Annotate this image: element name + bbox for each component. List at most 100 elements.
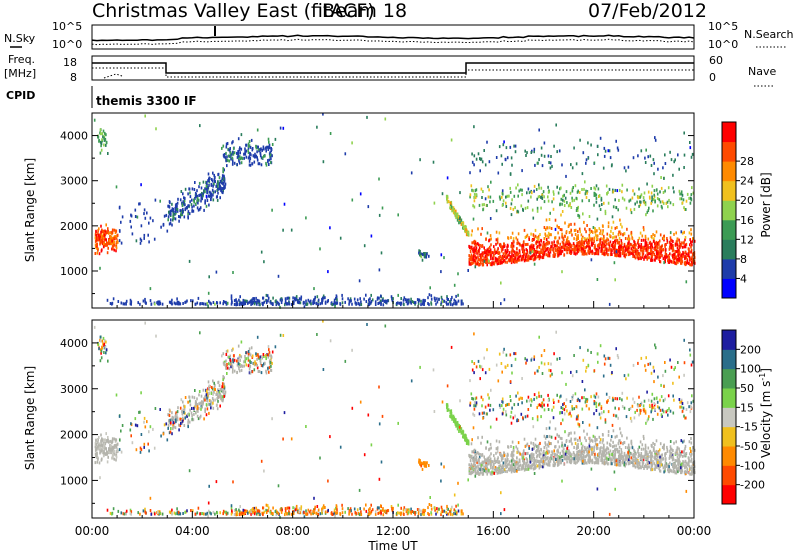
velocity-point — [107, 455, 109, 459]
velocity-point — [681, 465, 683, 468]
velocity-point — [243, 509, 246, 513]
power-point — [631, 244, 634, 248]
velocity-point — [102, 342, 104, 346]
power-point — [129, 302, 132, 306]
power-point — [652, 239, 655, 243]
velocity-point — [243, 364, 245, 368]
power-point — [477, 243, 480, 247]
power-point — [237, 150, 240, 154]
power-point — [526, 233, 529, 237]
velocity-point — [265, 371, 268, 375]
power-point — [656, 250, 658, 254]
power-point — [543, 246, 545, 250]
power-point — [106, 251, 109, 255]
velocity-point — [309, 509, 312, 513]
power-point — [282, 228, 284, 232]
velocity-point — [181, 412, 184, 416]
power-point — [266, 145, 268, 149]
velocity-point — [105, 351, 107, 355]
power-point — [403, 303, 405, 307]
power-point — [123, 302, 126, 306]
power-point — [225, 151, 227, 155]
power-point — [623, 232, 625, 236]
power-point — [514, 256, 517, 260]
power-point — [319, 247, 321, 251]
velocity-point — [196, 511, 199, 515]
velocity-point — [250, 512, 252, 516]
power-point — [510, 202, 513, 206]
power-point — [560, 250, 563, 254]
velocity-point — [131, 441, 134, 445]
velocity-point — [438, 507, 440, 511]
power-point — [492, 251, 494, 255]
velocity-point — [265, 357, 267, 361]
velocity-point — [594, 456, 597, 460]
power-point — [226, 301, 229, 305]
power-point — [102, 233, 104, 237]
power-point — [585, 161, 587, 165]
power-point — [472, 254, 475, 258]
power-point — [537, 195, 540, 199]
power-point — [483, 149, 485, 152]
power-point — [138, 202, 140, 206]
power-point — [374, 300, 377, 304]
power-point — [604, 240, 606, 244]
power-point — [100, 230, 102, 234]
velocity-point — [584, 448, 587, 452]
power-point — [344, 152, 347, 156]
power-point — [547, 199, 550, 203]
power-point — [240, 156, 243, 160]
power-point — [407, 301, 410, 305]
power-point — [557, 239, 559, 243]
power-point — [101, 248, 103, 252]
power-point — [488, 188, 490, 192]
power-point — [286, 296, 289, 300]
power-point — [672, 203, 675, 207]
power-point — [590, 238, 592, 242]
velocity-point — [176, 512, 179, 515]
power-point — [130, 213, 132, 217]
power-point — [563, 238, 565, 242]
power-point — [232, 140, 234, 144]
velocity-point — [110, 448, 112, 452]
velocity-point — [222, 385, 225, 389]
power-point — [521, 188, 523, 192]
power-point — [517, 232, 520, 236]
power-point — [115, 235, 117, 239]
velocity-point — [239, 511, 242, 515]
power-point — [638, 236, 641, 240]
velocity-point — [194, 512, 197, 516]
power-point — [617, 253, 619, 257]
nsearch-tick-top: 10^5 — [708, 20, 738, 33]
power-point — [691, 186, 693, 190]
power-point — [519, 258, 521, 262]
velocity-point — [170, 427, 172, 430]
velocity-point — [447, 408, 450, 412]
power-point — [588, 233, 591, 237]
velocity-point — [460, 431, 463, 435]
power-point — [626, 244, 628, 248]
power-point — [267, 296, 270, 300]
power-point — [201, 302, 204, 306]
velocity-point — [413, 510, 415, 514]
velocity-point — [211, 396, 214, 400]
power-point — [260, 156, 263, 160]
velocity-point — [248, 367, 251, 371]
power-point — [503, 258, 506, 262]
power-point — [573, 222, 576, 226]
power-point — [380, 294, 382, 298]
power-point — [174, 302, 177, 306]
velocity-point — [223, 360, 226, 364]
power-point — [639, 203, 642, 207]
power-point — [543, 252, 546, 256]
velocity-point — [321, 510, 323, 514]
power-point — [176, 201, 179, 205]
velocity-point — [392, 506, 394, 510]
power-point — [627, 243, 629, 247]
power-point — [587, 249, 590, 253]
velocity-point — [223, 362, 225, 366]
power-point — [110, 235, 112, 239]
velocity-point — [594, 439, 596, 443]
power-point — [162, 223, 165, 227]
